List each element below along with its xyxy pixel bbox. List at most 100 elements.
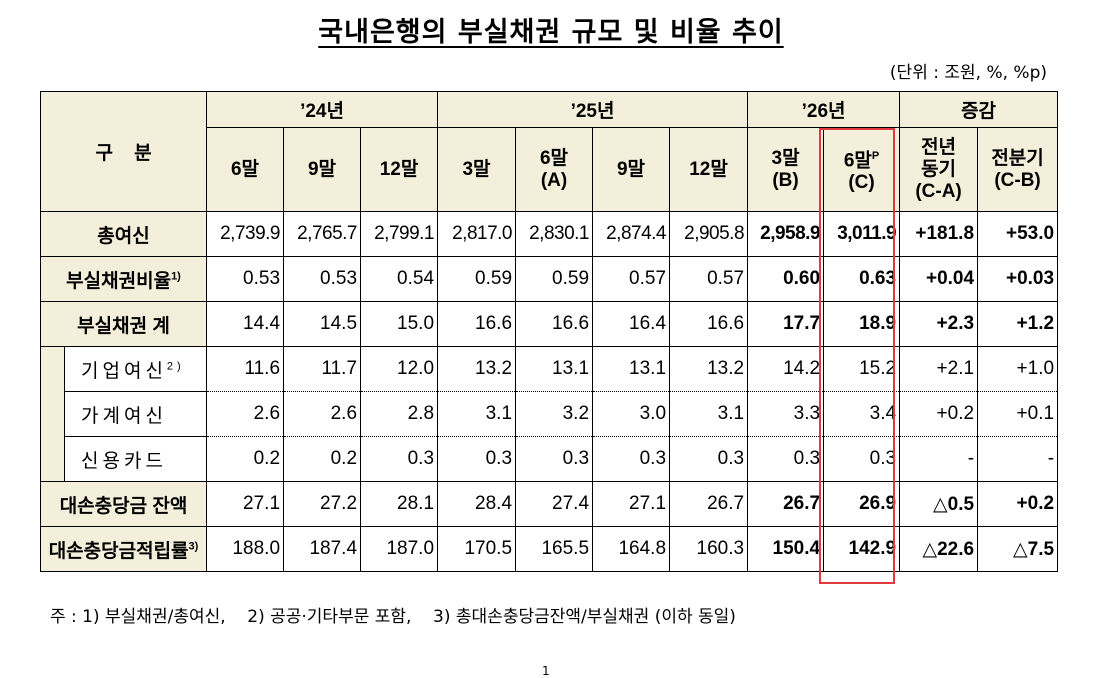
header-year-26: ’26년 xyxy=(747,91,901,128)
table-cell: 11.7 xyxy=(283,346,362,392)
header-period-line: (C-B) xyxy=(994,169,1041,191)
header-period-line: 12말 xyxy=(689,158,728,180)
table-cell: 26.7 xyxy=(669,481,749,527)
table-cell: 0.3 xyxy=(360,436,439,482)
row-label: 대손충당금적립률3) xyxy=(39,526,208,572)
table-cell: +1.2 xyxy=(977,301,1059,347)
table-cell: △0.5 xyxy=(899,481,979,527)
table-cell: 14.5 xyxy=(283,301,362,347)
table-cell: 28.1 xyxy=(360,481,439,527)
table-cell: +2.1 xyxy=(899,346,979,392)
table-row: 기업여신2) 11.6 11.7 12.0 13.2 13.1 13.1 13.2 14.2 15… xyxy=(40,346,1059,392)
table-cell: 0.3 xyxy=(823,436,901,482)
table-cell: 142.9 xyxy=(823,526,901,572)
table-cell: 2,830.1 xyxy=(515,211,594,257)
header-period-line: 12말 xyxy=(379,158,419,180)
header-period-line: 전년 xyxy=(921,136,957,158)
table-row: 가계여신 2.6 2.6 2.8 3.1 3.2 3.0 3.1 3.3 3.4 +0.2 +0.1 xyxy=(40,391,1059,437)
table-cell: 2.6 xyxy=(283,391,362,437)
row-label-text: 가계여신 xyxy=(81,405,167,427)
table-cell: +181.8 xyxy=(899,211,979,257)
header-period-line: 9말 xyxy=(307,158,337,180)
header-period: 12말 xyxy=(669,127,749,212)
table-cell: 13.2 xyxy=(437,346,517,392)
table-cell: △7.5 xyxy=(977,526,1059,572)
table-cell: 27.4 xyxy=(515,481,594,527)
row-label: 가계여신 xyxy=(63,391,208,437)
table-cell: 2,874.4 xyxy=(592,211,671,257)
header-period-line: 동기 xyxy=(921,158,957,180)
table-cell: +0.03 xyxy=(977,256,1059,302)
table-row: 신용카드 0.2 0.2 0.3 0.3 0.3 0.3 0.3 0.3 0.3- - xyxy=(40,436,1059,482)
table-cell: +0.2 xyxy=(899,391,979,437)
row-label: 신용카드 xyxy=(63,436,208,482)
table-row: 대손충당금적립률3) 188.0 187.4 187.0 170.5 165.5 164.8… xyxy=(39,526,1059,572)
header-period-line: (C-A) xyxy=(915,180,962,202)
table-cell: 14.2 xyxy=(747,346,825,392)
table-cell: 187.0 xyxy=(360,526,439,572)
header-period-line: 3말 xyxy=(771,147,800,169)
table-cell: 3.1 xyxy=(669,391,749,437)
table-cell: 2,765.7 xyxy=(283,211,362,257)
table-cell: 0.54 xyxy=(360,256,439,302)
table-row: 부실채권 계 14.4 14.5 15.0 16.6 16.6 16.4 16.6 17.7 18… xyxy=(39,301,1059,347)
row-label-sup: 2) xyxy=(166,360,185,373)
table-cell: 26.7 xyxy=(747,481,825,527)
table-cell: 0.3 xyxy=(592,436,671,482)
table-cell: 3.2 xyxy=(515,391,594,437)
table-cell: 2,817.0 xyxy=(437,211,517,257)
table-cell: 165.5 xyxy=(515,526,594,572)
table-cell: 3.4 xyxy=(823,391,901,437)
table-cell: 0.3 xyxy=(747,436,825,482)
header-period: 전년 동기 (C-A) xyxy=(899,127,979,212)
table-cell: 0.57 xyxy=(669,256,749,302)
table-cell: 16.6 xyxy=(515,301,594,347)
table-cell: - xyxy=(977,436,1059,482)
footnote: 주 : 1) 부실채권/총여신, 2) 공공·기타부문 포함, 3) 총대손충당… xyxy=(50,607,736,627)
table-cell: 17.7 xyxy=(747,301,825,347)
header-change: 증감 xyxy=(899,91,1059,128)
table-cell: 16.6 xyxy=(669,301,749,347)
header-period-line: (B) xyxy=(772,169,799,191)
table-cell: 0.63 xyxy=(823,256,901,302)
row-label-text: 총여신 xyxy=(97,225,150,247)
header-period-line: (A) xyxy=(540,169,568,191)
table-cell: 160.3 xyxy=(669,526,749,572)
table-cell: 27.2 xyxy=(283,481,362,527)
row-label-text: 부실채권비율 xyxy=(66,270,172,292)
table-cell: 187.4 xyxy=(283,526,362,572)
table-cell: 11.6 xyxy=(206,346,285,392)
table-row: 총여신 2,739.9 2,765.7 2,799.1 2,817.0 2,830.1 2,… xyxy=(39,211,1059,257)
table-cell: 0.3 xyxy=(515,436,594,482)
table-cell: 2,739.9 xyxy=(206,211,285,257)
header-period-line: 9말 xyxy=(616,158,646,180)
table-cell: +2.3 xyxy=(899,301,979,347)
row-label: 총여신 xyxy=(39,211,208,257)
table-cell: 3,011.9 xyxy=(823,211,901,257)
table-cell: 0.57 xyxy=(592,256,671,302)
table-cell: 170.5 xyxy=(437,526,517,572)
npl-table: 구 분 ’24년 ’25년 ’26년 증감 6말 9말 12말 3말 6말 (A) 9말 12… xyxy=(39,91,1059,572)
table-cell: 3.1 xyxy=(437,391,517,437)
row-indent xyxy=(40,436,65,482)
table-cell: 0.53 xyxy=(206,256,285,302)
table-cell: 2.8 xyxy=(360,391,439,437)
table-cell: 16.4 xyxy=(592,301,671,347)
page-number: 1 xyxy=(542,664,550,678)
row-label-text: 부실채권 계 xyxy=(77,315,170,337)
table-cell: +1.0 xyxy=(977,346,1059,392)
table-cell: 18.9 xyxy=(823,301,901,347)
header-period-sup: P xyxy=(871,149,880,162)
header-period-line: 6말 xyxy=(843,150,872,172)
table-cell: 150.4 xyxy=(747,526,825,572)
row-indent xyxy=(40,391,65,437)
table-cell: +0.2 xyxy=(977,481,1059,527)
header-period-line: 전분기 xyxy=(991,147,1044,169)
page-title: 국내은행의 부실채권 규모 및 비율 추이 xyxy=(318,17,784,48)
table-row: 부실채권비율1) 0.53 0.53 0.54 0.59 0.59 0.57 0.57 0.60… xyxy=(39,256,1059,302)
table-cell: 164.8 xyxy=(592,526,671,572)
table-row: 대손충당금 잔액 27.1 27.2 28.1 28.4 27.4 27.1 26.7 26.7… xyxy=(39,481,1059,527)
header-period: 12말 xyxy=(360,127,439,212)
table-cell: +53.0 xyxy=(977,211,1059,257)
table-cell: 27.1 xyxy=(592,481,671,527)
